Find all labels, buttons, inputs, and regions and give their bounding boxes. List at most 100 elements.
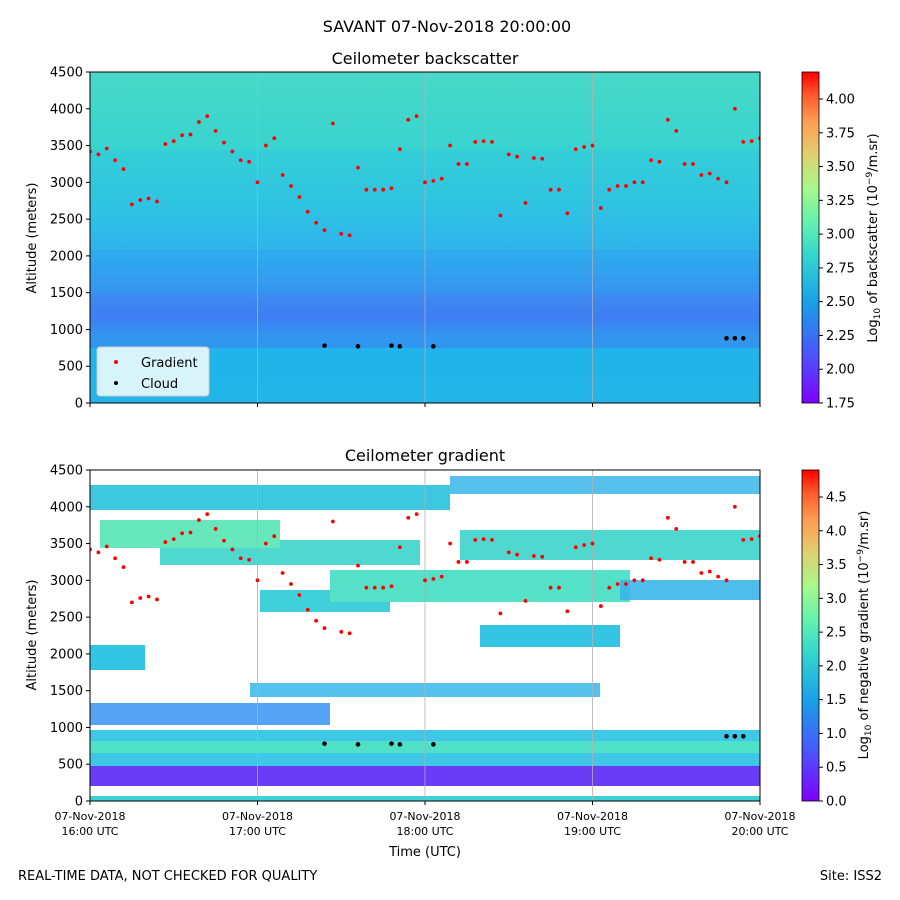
gradient-point <box>665 117 670 122</box>
x-tick-label-time: 18:00 UTC <box>396 825 453 838</box>
gradient-colorbar-tick-label: 2.5 <box>826 626 847 641</box>
gradient-point <box>180 531 185 536</box>
gradient-point <box>557 585 561 590</box>
gradient-point <box>490 537 494 542</box>
x-tick-label-date: 07-Nov-2018 <box>557 810 628 823</box>
gradient-point <box>263 143 268 148</box>
gradient-point <box>238 556 243 561</box>
gradient-point <box>456 560 461 564</box>
cloud-point <box>431 344 436 349</box>
gradient-point <box>322 228 327 233</box>
gradient-point <box>171 139 176 144</box>
gradient-point <box>372 585 377 590</box>
gradient-point <box>314 618 319 623</box>
backscatter-colorbar-tick-label: 3.00 <box>826 228 855 243</box>
gradient-point <box>381 585 386 590</box>
gradient-point <box>213 128 218 133</box>
gradient-point <box>356 563 360 568</box>
gradient-point <box>523 599 528 603</box>
gradient-point <box>607 187 612 192</box>
x-tick-label-date: 07-Nov-2018 <box>222 810 293 823</box>
gradient-point <box>297 593 302 597</box>
gradient-point <box>96 550 101 555</box>
backscatter-title: Ceilometer backscatter <box>332 49 519 68</box>
gradient-point <box>121 167 126 171</box>
gradient-point <box>699 571 704 575</box>
gradient-point <box>640 578 645 583</box>
cloud-point <box>389 343 394 348</box>
backscatter-y-tick-label: 1000 <box>50 323 83 338</box>
gradient-point <box>632 180 637 185</box>
gradient-colorbar-tick-label: 1.5 <box>826 693 847 708</box>
cloud-point <box>389 741 394 746</box>
gradient-point <box>490 139 494 144</box>
gradient-point <box>464 560 469 564</box>
gradient-point <box>347 233 352 238</box>
gradient-point <box>330 121 335 126</box>
gradient-colorbar-tick-label: 3.5 <box>826 558 847 573</box>
legend-label-gradient: Gradient <box>141 356 198 371</box>
gradient-point <box>289 184 293 188</box>
gradient-point <box>624 184 628 188</box>
gradient-point <box>531 156 536 160</box>
gradient-point <box>724 578 729 583</box>
gradient-point <box>598 206 603 210</box>
gradient-point <box>657 159 662 164</box>
gradient-band-3500b <box>460 530 760 560</box>
figure-suptitle: SAVANT 07-Nov-2018 20:00:00 <box>323 17 571 36</box>
gradient-point <box>339 231 344 236</box>
gradient-y-tick-label: 4000 <box>50 500 83 515</box>
gradient-point <box>548 585 553 590</box>
gradient-point <box>397 147 402 152</box>
backscatter-y-tick-label: 2500 <box>50 213 83 228</box>
gradient-y-tick-label: 2000 <box>50 647 83 662</box>
gradient-y-tick-label: 3000 <box>50 574 83 589</box>
gradient-point <box>146 196 151 201</box>
gradient-y-tick-label: 0 <box>75 795 83 810</box>
gradient-point <box>263 541 268 546</box>
x-tick-label-time: 20:00 UTC <box>731 825 788 838</box>
gradient-point <box>96 152 101 157</box>
gradient-point <box>188 530 193 535</box>
gradient-point <box>230 149 235 154</box>
gradient-point <box>506 152 511 157</box>
backscatter-colorbar-tick-label: 2.25 <box>826 329 855 344</box>
x-tick-label-time: 17:00 UTC <box>229 825 286 838</box>
backscatter-colorbar-tick-label: 2.50 <box>826 295 855 310</box>
gradient-colorbar-tick-label: 4.5 <box>826 491 847 506</box>
gradient-point <box>674 128 679 133</box>
gradient-point <box>590 143 595 148</box>
gradient-colorbar-tick-label: 2.0 <box>826 659 847 674</box>
gradient-point <box>406 117 411 122</box>
gradient-point <box>138 596 143 600</box>
gradient-point <box>573 147 578 152</box>
gradient-point <box>188 132 193 137</box>
gradient-point <box>498 213 503 218</box>
cloud-point <box>355 742 361 747</box>
gradient-point <box>113 158 118 163</box>
gradient-point <box>146 594 151 599</box>
gradient-point <box>607 585 612 590</box>
gradient-title: Ceilometer gradient <box>345 446 505 465</box>
legend-marker-gradient <box>114 360 118 364</box>
gradient-point <box>272 534 277 539</box>
backscatter-colorbar-tick-label: 3.25 <box>826 194 855 209</box>
gradient-colorbar-tick-label: 0.0 <box>826 795 847 810</box>
gradient-point <box>582 145 587 149</box>
cloud-point <box>740 335 746 341</box>
gradient-point <box>481 139 486 144</box>
gradient-point <box>180 133 185 138</box>
gradient-point <box>289 582 293 586</box>
backscatter-y-tick-label: 4000 <box>50 102 83 117</box>
gradient-point <box>716 574 721 579</box>
gradient-point <box>222 538 226 543</box>
gradient-point <box>364 585 369 590</box>
cloud-point <box>732 733 738 739</box>
gradient-point <box>741 139 746 144</box>
cloud-point <box>431 742 436 747</box>
gradient-point <box>389 584 394 589</box>
gradient-point <box>448 541 453 546</box>
gradient-point <box>707 171 712 176</box>
gradient-point <box>163 540 168 544</box>
